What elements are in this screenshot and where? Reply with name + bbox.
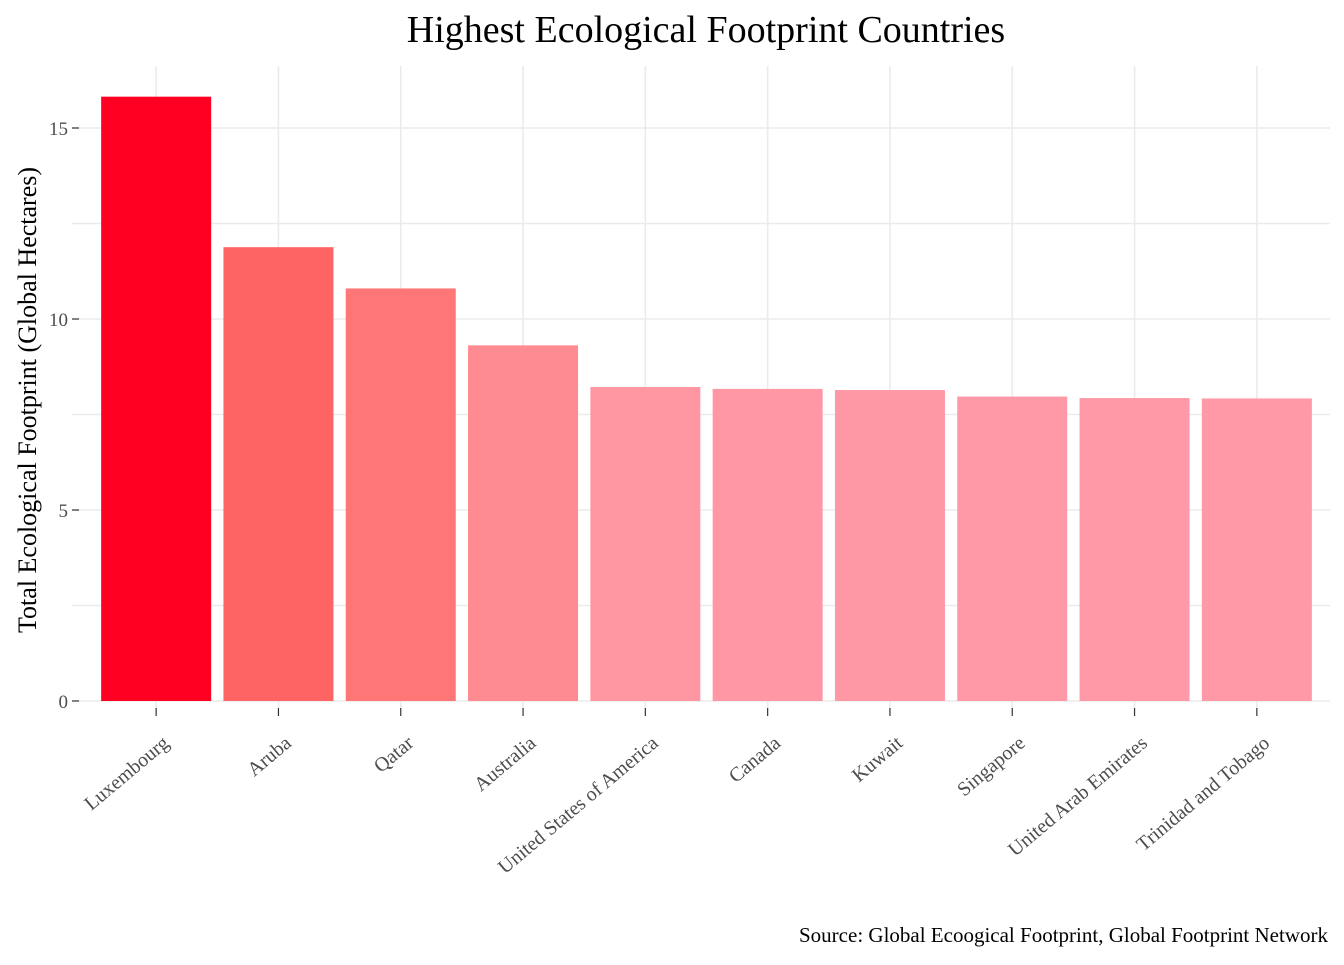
x-tick-label: Singapore bbox=[953, 732, 1029, 801]
chart-title: Highest Ecological Footprint Countries bbox=[407, 9, 1005, 51]
bar-united-arab-emirates bbox=[1079, 398, 1190, 701]
y-tick-label: 0 bbox=[59, 692, 69, 713]
bar-canada bbox=[712, 388, 823, 701]
x-tick-label: Aruba bbox=[243, 732, 296, 781]
y-tick-label: 10 bbox=[49, 310, 68, 331]
x-tick-label: Kuwait bbox=[848, 732, 908, 787]
bar-australia bbox=[468, 345, 579, 701]
bar-united-states-of-america bbox=[590, 386, 701, 701]
x-tick-label: Australia bbox=[470, 732, 540, 796]
bar-singapore bbox=[957, 396, 1068, 701]
y-axis-title: Total Ecological Footprint (Global Hecta… bbox=[13, 167, 42, 633]
x-tick-label: Canada bbox=[725, 732, 785, 787]
x-tick-label: Trinidad and Tobago bbox=[1132, 732, 1274, 856]
bar-luxembourg bbox=[101, 96, 212, 701]
x-tick-label: Qatar bbox=[370, 732, 418, 778]
x-tick-label: Luxembourg bbox=[80, 732, 173, 815]
y-tick-label: 5 bbox=[59, 501, 69, 522]
bar-qatar bbox=[345, 288, 456, 701]
y-tick-label: 15 bbox=[49, 119, 68, 140]
bar-layer bbox=[101, 96, 1312, 701]
bar-aruba bbox=[223, 247, 334, 701]
bar-kuwait bbox=[834, 390, 945, 701]
source-caption: Source: Global Ecoogical Footprint, Glob… bbox=[799, 923, 1328, 947]
bar-trinidad-and-tobago bbox=[1201, 398, 1312, 701]
